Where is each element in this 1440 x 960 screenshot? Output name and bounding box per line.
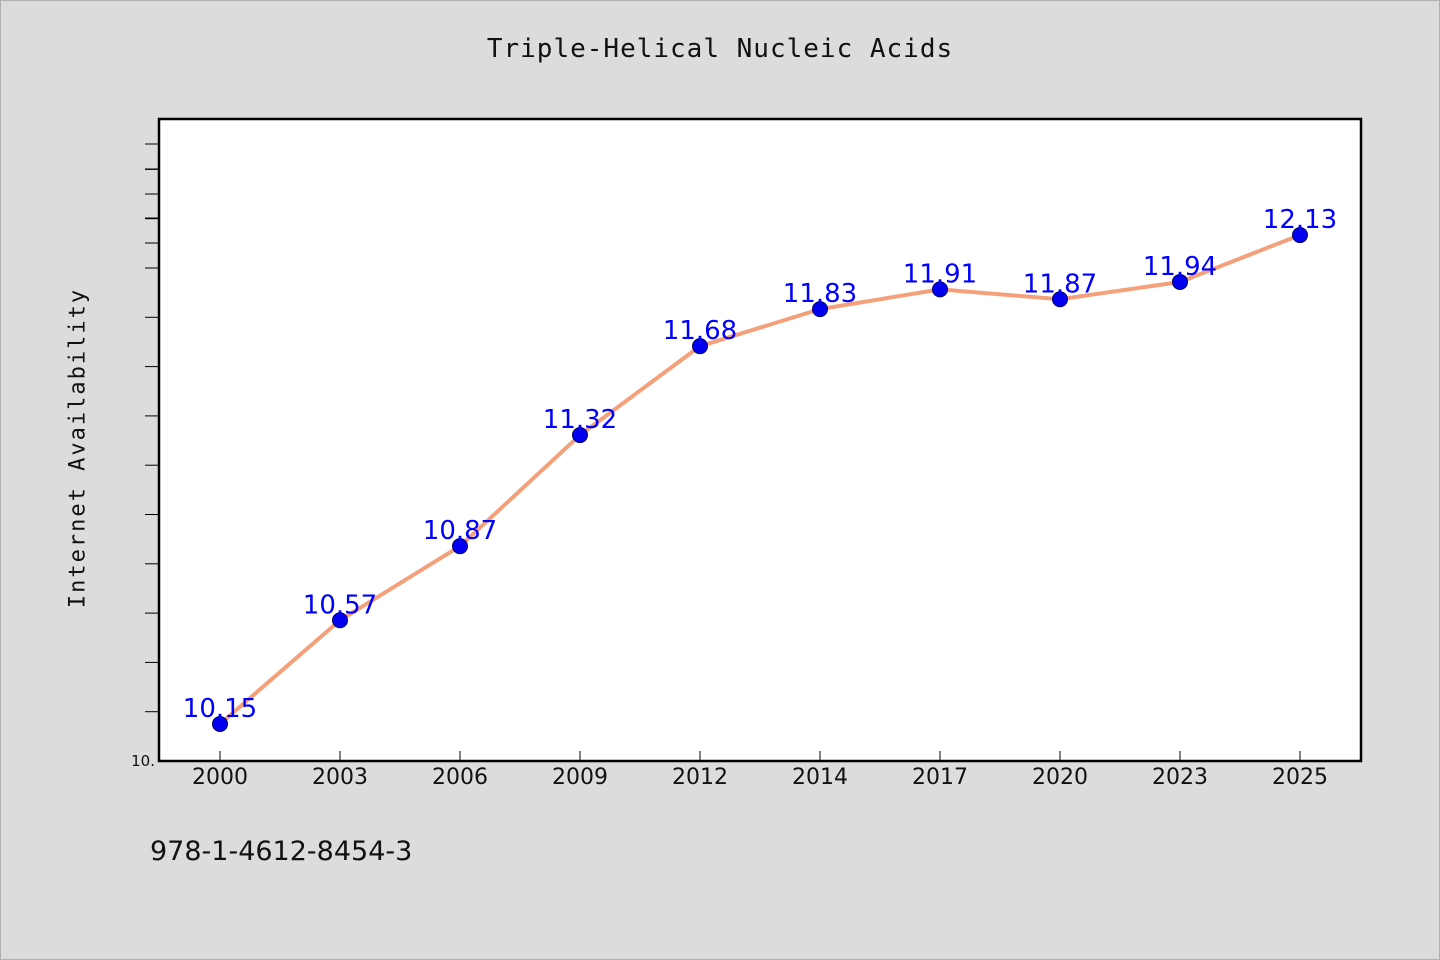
data-label: 10.87 (423, 516, 497, 546)
x-tick-label: 2020 (1032, 765, 1088, 790)
plot-area (157, 117, 1363, 763)
data-label: 11.94 (1143, 252, 1217, 282)
x-tick-label: 2023 (1152, 765, 1208, 790)
x-tick-label: 2012 (672, 765, 728, 790)
x-tick-label: 2014 (792, 765, 848, 790)
data-point (1052, 291, 1068, 308)
chart-title: Triple-Helical Nucleic Acids (486, 34, 954, 64)
data-point (1292, 227, 1308, 244)
data-label: 11.32 (543, 405, 617, 435)
data-point (572, 427, 588, 444)
x-tick-label: 2000 (192, 765, 248, 790)
data-label: 11.83 (783, 279, 857, 309)
x-tick-label: 2009 (552, 765, 608, 790)
x-tick-label: 2006 (432, 765, 488, 790)
data-label: 11.68 (663, 316, 737, 346)
data-point (212, 715, 228, 732)
data-label: 11.91 (903, 259, 977, 289)
data-label: 11.87 (1023, 269, 1097, 299)
y-tick-label: 10. (131, 752, 155, 770)
isbn-text: 978-1-4612-8454-3 (150, 836, 413, 867)
data-point (692, 338, 708, 355)
x-tick-label: 2025 (1272, 765, 1328, 790)
x-tick-label: 2003 (312, 765, 368, 790)
data-point (1172, 273, 1188, 290)
data-label: 10.57 (303, 590, 377, 620)
data-label: 12.13 (1263, 205, 1337, 235)
data-point (452, 538, 468, 555)
series-line (218, 233, 1301, 726)
data-point (332, 612, 348, 629)
data-label: 10.15 (183, 694, 257, 724)
data-point (932, 281, 948, 298)
x-tick-label: 2017 (912, 765, 968, 790)
data-point (812, 301, 828, 318)
